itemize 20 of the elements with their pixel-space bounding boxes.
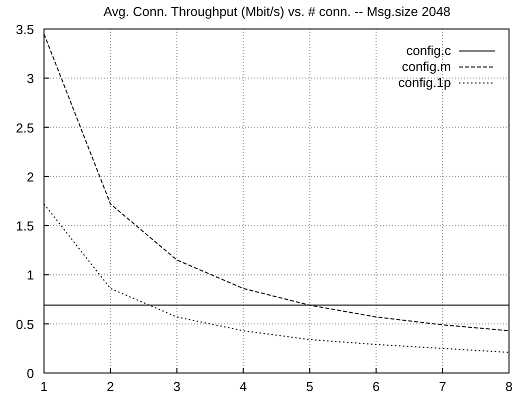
y-tick-label: 3.5 xyxy=(16,22,34,37)
x-tick-label: 4 xyxy=(240,379,247,394)
x-tick-label: 1 xyxy=(40,379,48,394)
x-tick-label: 5 xyxy=(306,379,314,394)
x-tick-label: 8 xyxy=(505,379,513,394)
legend-label: config.1p xyxy=(398,75,451,90)
y-tick-label: 2 xyxy=(26,169,34,184)
x-tick-label: 6 xyxy=(372,379,380,394)
y-tick-label: 2.5 xyxy=(16,120,34,136)
y-tick-label: 3 xyxy=(26,71,34,86)
legend-label: config.c xyxy=(406,43,452,58)
y-tick-label: 0 xyxy=(26,366,34,381)
x-tick-label: 2 xyxy=(106,379,114,394)
y-tick-label: 0.5 xyxy=(16,316,34,332)
legend-label: config.m xyxy=(402,59,451,74)
x-tick-label: 3 xyxy=(173,379,180,394)
x-tick-label: 7 xyxy=(438,379,446,394)
y-tick-label: 1.5 xyxy=(16,218,34,234)
chart-title: Avg. Conn. Throughput (Mbit/s) vs. # conn. -- Msg.size 2048 xyxy=(103,4,451,19)
y-tick-label: 1 xyxy=(26,268,34,283)
